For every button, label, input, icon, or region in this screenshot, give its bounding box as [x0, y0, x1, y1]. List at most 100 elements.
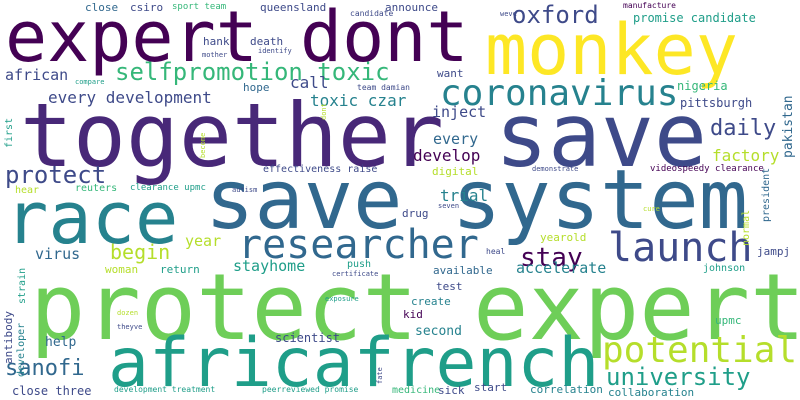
- word-dont: dont: [320, 103, 328, 120]
- word-hope: hope: [243, 81, 270, 94]
- word-candidate: candidate: [350, 9, 394, 18]
- word-seven: seven: [438, 202, 460, 210]
- word-sport-team: sport team: [172, 2, 227, 12]
- word-begin: begin: [110, 240, 171, 264]
- word-launch: launch: [608, 225, 753, 271]
- word-together: together: [20, 84, 444, 187]
- word-dozen: dozen: [117, 309, 139, 317]
- word-africafrench: africafrench: [108, 324, 600, 400]
- word-create: create: [411, 295, 451, 308]
- word-push: push: [347, 259, 372, 270]
- word-team-damian: team damian: [357, 83, 410, 92]
- word-sanofi: sanofi: [5, 356, 85, 381]
- word-african: african: [5, 66, 69, 84]
- word-demonstrate: demonstrate: [532, 165, 579, 173]
- word-pittsburgh: pittsburgh: [680, 96, 753, 110]
- word-toxic-czar: toxic czar: [310, 91, 407, 110]
- word-kid: kid: [403, 308, 423, 321]
- word-start: start: [474, 381, 508, 394]
- word-collaboration: collaboration: [608, 386, 695, 399]
- word-race: race: [5, 176, 179, 260]
- word-reuters: reuters: [75, 183, 118, 194]
- word-johnson: johnson: [703, 263, 746, 274]
- word-medicine: medicine: [392, 385, 441, 396]
- word-csiro: csiro: [130, 1, 164, 14]
- word-become: become: [199, 132, 207, 158]
- word-normal: normal: [741, 209, 752, 246]
- word-cure: cure: [643, 205, 660, 213]
- word-manufacture: manufacture: [623, 1, 676, 10]
- word-available: available: [433, 264, 493, 277]
- word-certificate: certificate: [332, 270, 379, 278]
- word-monkey: monkey: [485, 9, 738, 91]
- word-inject: inject: [432, 103, 487, 121]
- word-hank: hank: [203, 35, 230, 48]
- word-close-three: close three: [12, 384, 92, 398]
- word-test: test: [436, 280, 463, 293]
- word-woman: woman: [105, 263, 139, 276]
- word-save-system: save system: [205, 153, 749, 248]
- word-president: president: [761, 167, 772, 222]
- word-exposure: exposure: [325, 295, 359, 303]
- word-weve: weve: [500, 10, 517, 18]
- word-upmc: upmc: [715, 314, 742, 327]
- word-close: close: [85, 1, 119, 14]
- word-heal: heal: [486, 247, 506, 256]
- word-developer: developer: [16, 322, 27, 377]
- word-fate: fate: [376, 367, 384, 384]
- word-queensland: queensland: [260, 1, 327, 14]
- word-every: every: [433, 130, 479, 148]
- word-peerreviewed-promise: peerreviewed promise: [262, 385, 359, 394]
- word-researcher: researcher: [238, 222, 479, 268]
- word-sick: sick: [438, 384, 465, 397]
- word-announce: announce: [385, 1, 438, 14]
- word-save: save: [495, 84, 707, 187]
- word-effectiveness-raise: effectiveness raise: [263, 164, 378, 175]
- word-yearold: yearold: [540, 231, 587, 244]
- word-antibody: antibody: [2, 311, 15, 364]
- word-want: want: [437, 67, 464, 80]
- word-potential: potential: [602, 330, 798, 371]
- word-second: second: [415, 324, 462, 339]
- word-clearance-upmc: clearance upmc: [130, 183, 206, 193]
- word-death: death: [250, 35, 284, 48]
- word-selfpromotion-toxic: selfpromotion toxic: [115, 58, 390, 86]
- word-digital: digital: [432, 165, 479, 178]
- word-drug: drug: [402, 207, 429, 220]
- word-oxford: oxford: [512, 1, 599, 29]
- word-stayhome: stayhome: [233, 257, 306, 275]
- word-pakistan: pakistan: [781, 95, 796, 158]
- word-development-treatment: development treatment: [114, 385, 216, 394]
- word-call: call: [290, 73, 329, 92]
- word-jampj: jampj: [757, 245, 791, 258]
- word-protect: protect: [5, 161, 107, 189]
- word-help: help: [45, 335, 77, 350]
- word-return: return: [160, 263, 200, 276]
- word-expert-dont: expert dont: [5, 0, 469, 78]
- word-strain: strain: [17, 267, 28, 304]
- word-daily: daily: [710, 116, 777, 141]
- word-year: year: [185, 232, 222, 250]
- word-university: university: [606, 363, 751, 391]
- word-coronavirus: coronavirus: [440, 73, 679, 114]
- word-compare: compare: [75, 78, 105, 86]
- word-theyve: theyve: [117, 323, 143, 331]
- word-hear: hear: [15, 185, 40, 196]
- word-autism: autism: [232, 186, 258, 194]
- word-trial: trial: [440, 186, 489, 205]
- word-videospeedy-clearance: videospeedy clearance: [650, 164, 764, 174]
- word-promise-candidate: promise candidate: [633, 11, 756, 25]
- word-every-development: every development: [48, 88, 212, 107]
- word-mother: mother: [202, 51, 228, 59]
- word-accelerate: accelerate: [516, 259, 607, 277]
- word-protect-expert: protect expert: [30, 254, 800, 361]
- word-develop: develop: [413, 146, 481, 165]
- word-nigeria: nigeria: [677, 79, 728, 93]
- word-stay: stay: [520, 243, 583, 273]
- word-identify: identify: [258, 47, 292, 55]
- word-factory: factory: [712, 146, 780, 165]
- word-correlation: correlation: [530, 383, 603, 396]
- word-virus: virus: [35, 245, 81, 263]
- word-scientist: scientist: [275, 331, 341, 345]
